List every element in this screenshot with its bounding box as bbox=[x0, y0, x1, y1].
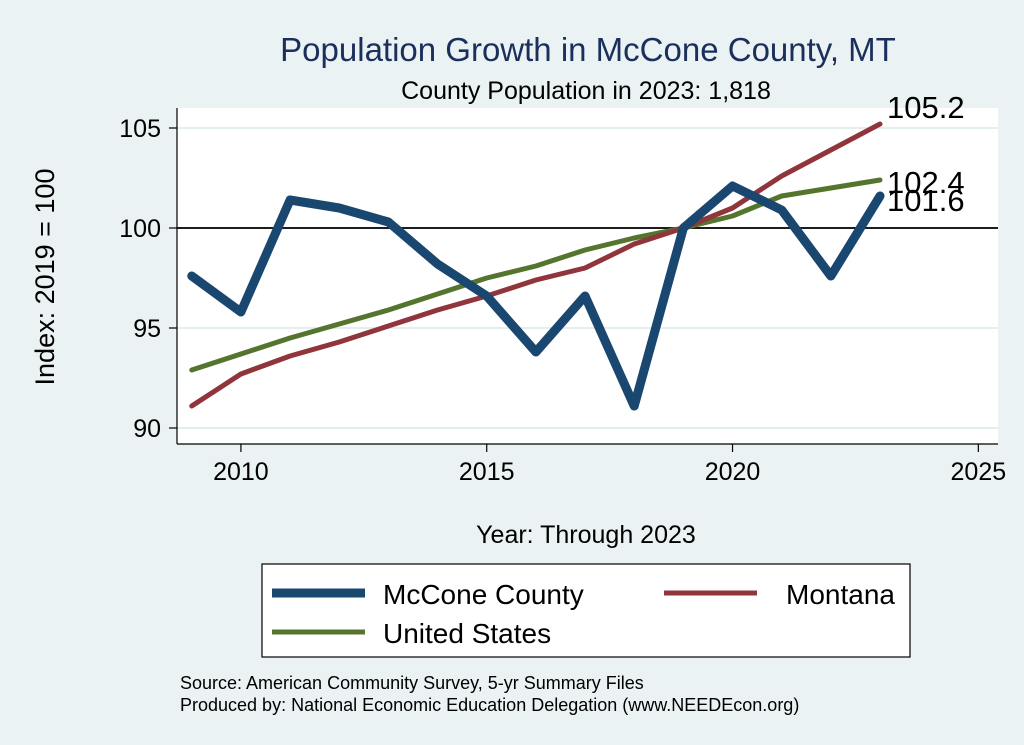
y-tick-label: 90 bbox=[133, 415, 161, 443]
y-tick-label: 105 bbox=[119, 115, 161, 143]
chart-title: Population Growth in McCone County, MT bbox=[280, 31, 896, 68]
y-tick-label: 100 bbox=[119, 215, 161, 243]
x-tick-label: 2025 bbox=[951, 458, 1007, 486]
source-note: Source: American Community Survey, 5-yr … bbox=[180, 673, 644, 693]
series-line-montana bbox=[189, 121, 883, 409]
legend-label: United States bbox=[383, 618, 551, 649]
x-tick-label: 2020 bbox=[705, 458, 761, 486]
y-axis-title: Index: 2019 = 100 bbox=[30, 169, 60, 386]
x-tick-label: 2010 bbox=[213, 458, 269, 486]
end-label: 102.4 bbox=[887, 165, 965, 200]
series-lines bbox=[187, 121, 885, 411]
end-label: 105.2 bbox=[887, 90, 965, 125]
y-tick-label: 95 bbox=[133, 315, 161, 343]
end-label: 101.6 bbox=[887, 183, 965, 218]
y-axis-ticks: 90 95 100 105 bbox=[119, 115, 177, 443]
plot-area bbox=[177, 108, 998, 444]
x-axis-ticks: 2010 2015 2020 2025 bbox=[213, 444, 1006, 486]
legend-box bbox=[261, 563, 911, 658]
series-line-mccone-county bbox=[187, 181, 885, 411]
legend-label: McCone County bbox=[383, 579, 584, 610]
legend: McCone County Montana United States bbox=[272, 579, 895, 649]
produced-by-note: Produced by: National Economic Education… bbox=[180, 695, 799, 715]
x-axis-title: Year: Through 2023 bbox=[476, 521, 696, 549]
x-tick-label: 2015 bbox=[459, 458, 515, 486]
chart-subtitle: County Population in 2023: 1,818 bbox=[401, 77, 771, 105]
legend-label: Montana bbox=[786, 579, 895, 610]
